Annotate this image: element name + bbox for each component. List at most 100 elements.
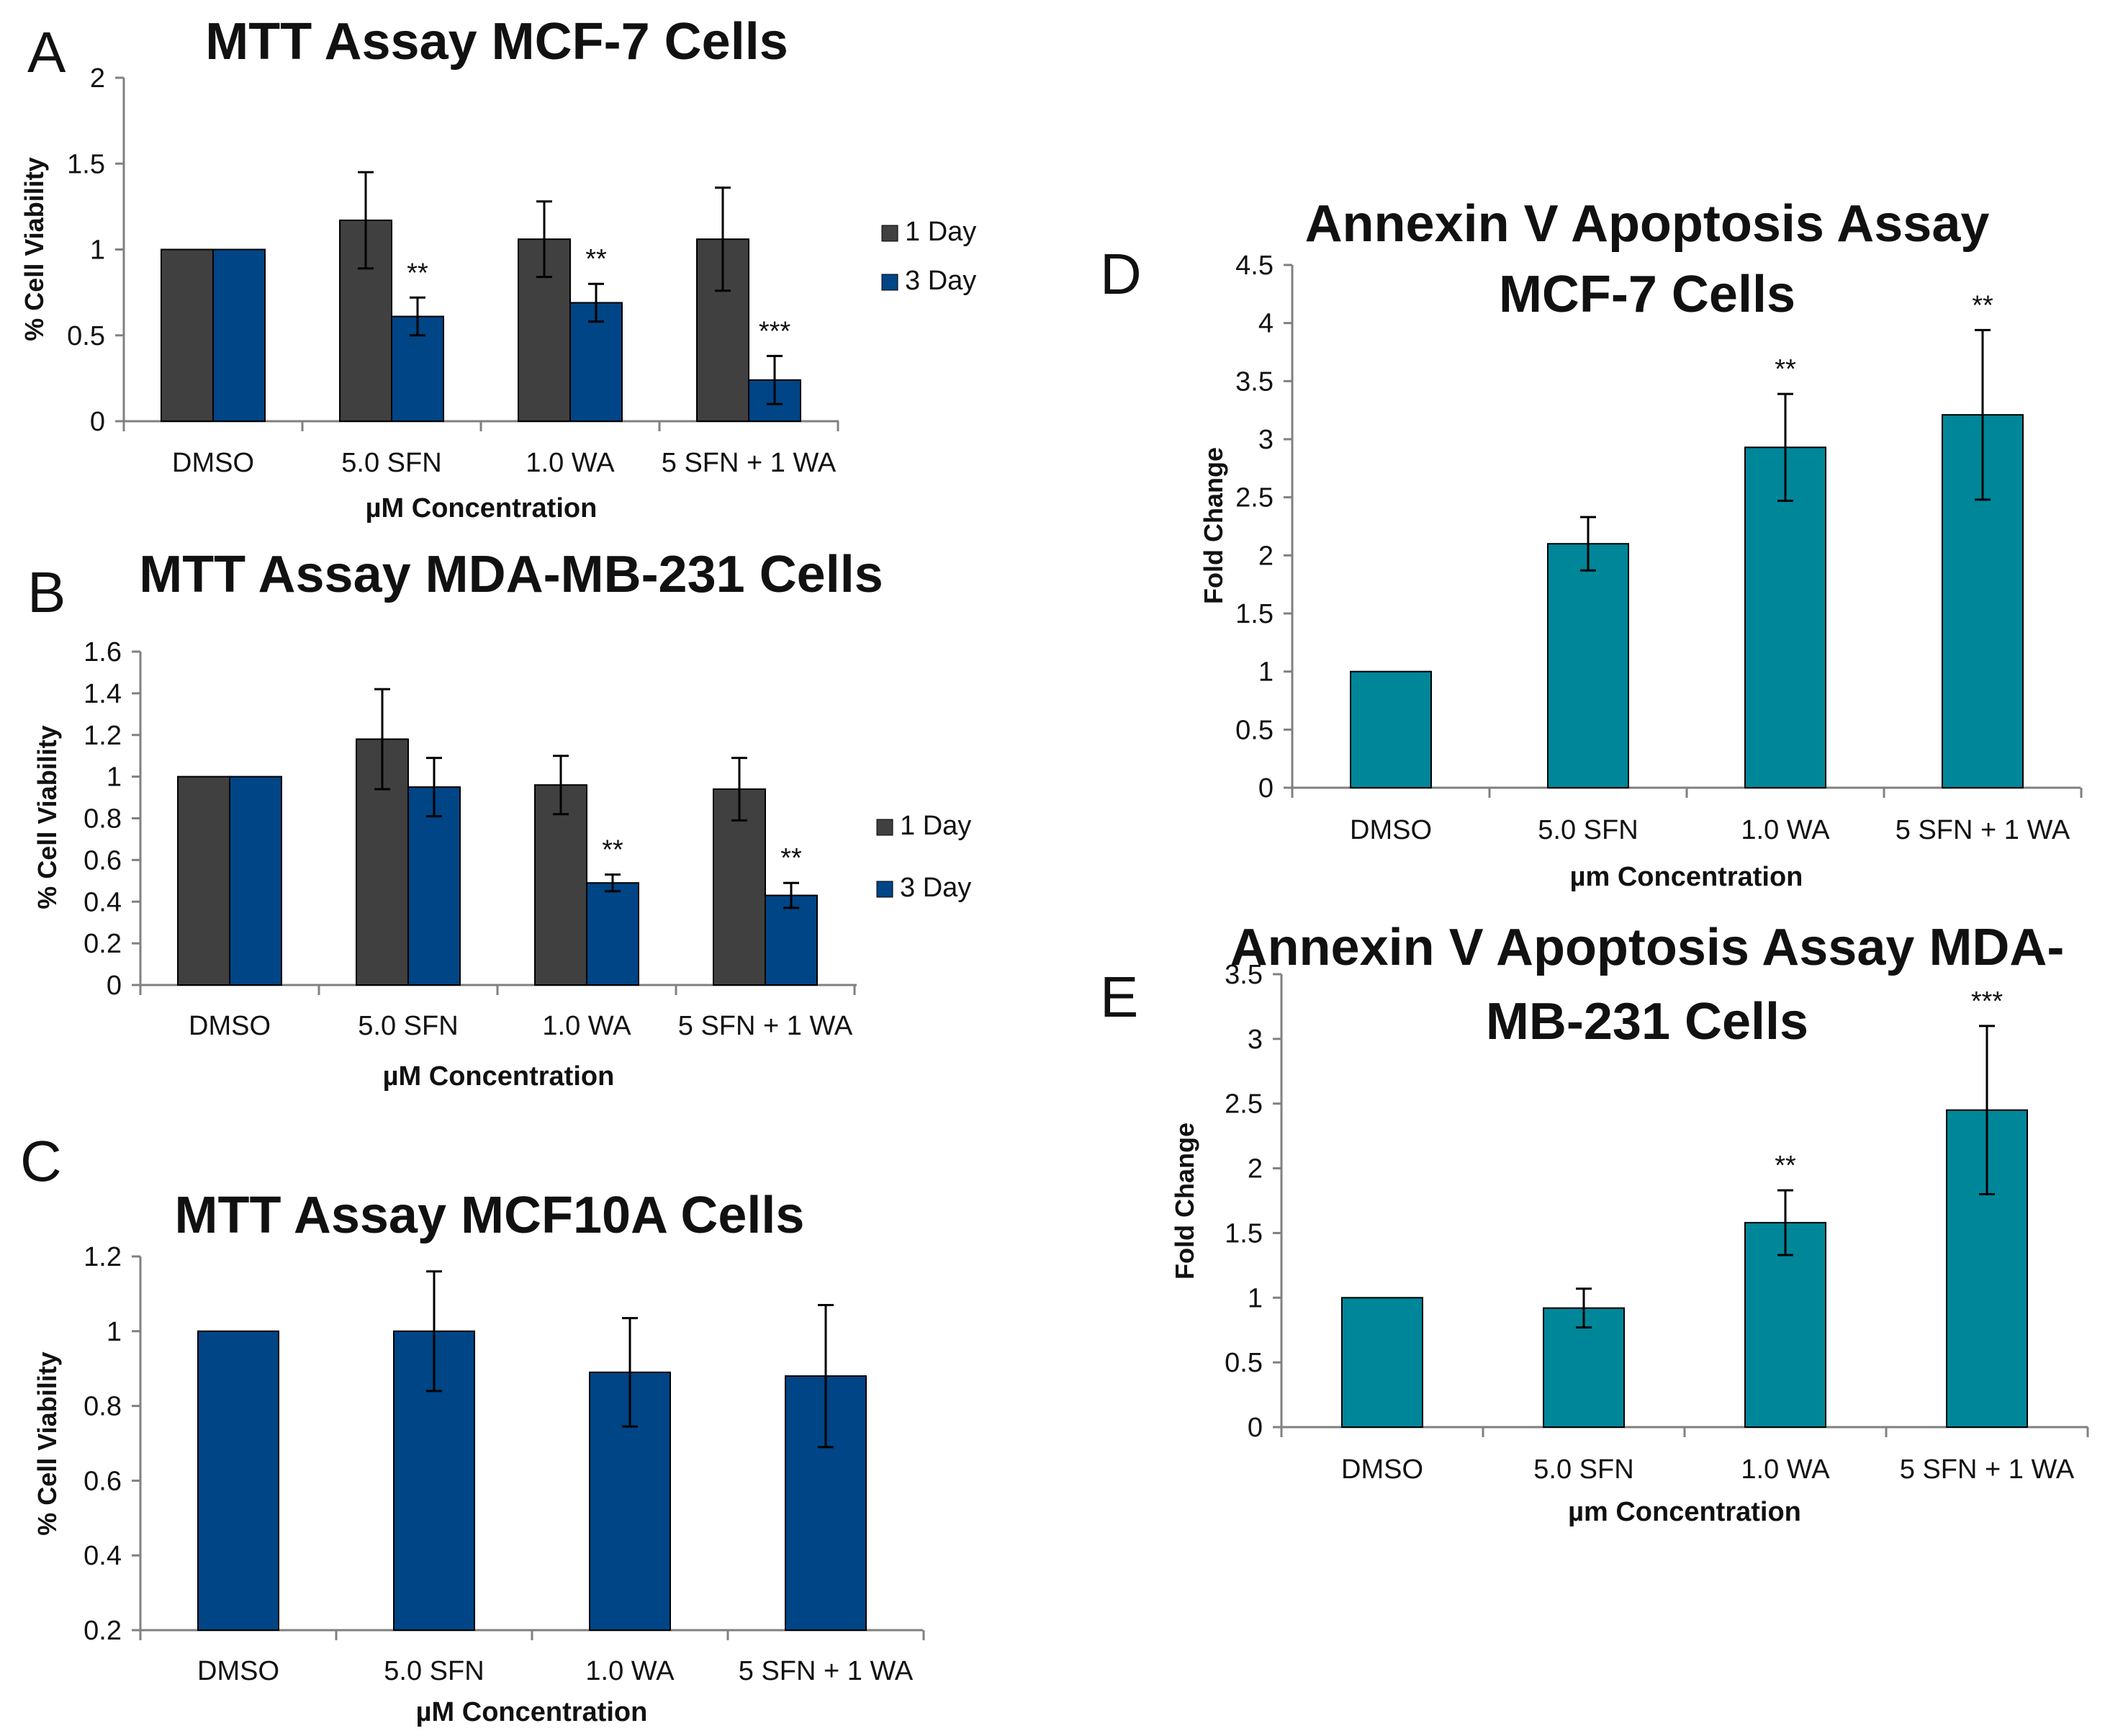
- x-tick-label: 5 SFN + 1 WA: [1896, 815, 2070, 845]
- bar: [1350, 670, 1432, 789]
- y-tick-label: 0.2: [84, 1616, 122, 1646]
- y-tick-label: 0: [107, 971, 122, 1001]
- y-tick-label: 0.8: [84, 1392, 122, 1422]
- y-tick-label: 0.4: [84, 1541, 122, 1571]
- x-tick-label: DMSO: [197, 1656, 279, 1686]
- legend-label: 3 Day: [900, 873, 971, 903]
- y-tick-label: 3: [1248, 1025, 1263, 1055]
- x-axis-label: µM Concentration: [383, 1061, 615, 1092]
- legend-label: 1 Day: [905, 217, 976, 247]
- chart-title: MTT Assay MDA-MB-231 Cells: [139, 546, 883, 603]
- bar: [212, 248, 266, 422]
- legend-swatch: [876, 881, 893, 898]
- y-tick-label: 1: [1248, 1283, 1263, 1313]
- y-tick-label: 1.2: [84, 1242, 122, 1272]
- y-axis-label: % Cell Viability: [32, 1352, 62, 1535]
- x-tick-label: 1.0 WA: [526, 448, 615, 478]
- y-tick-label: 0.8: [84, 804, 122, 835]
- y-tick-label: 1.4: [84, 679, 122, 709]
- y-tick-label: 0.5: [1235, 715, 1274, 745]
- x-tick-label: 5 SFN + 1 WA: [662, 448, 837, 478]
- bar: [1744, 1222, 1826, 1428]
- significance-marker: **: [780, 843, 802, 873]
- x-tick-label: 1.0 WA: [1741, 1454, 1830, 1485]
- y-tick-label: 3.5: [1225, 960, 1263, 990]
- y-tick-label: 0.4: [84, 887, 122, 917]
- x-tick-label: DMSO: [1350, 815, 1432, 845]
- legend-label: 3 Day: [905, 266, 976, 296]
- x-tick-label: 5.0 SFN: [1533, 1454, 1633, 1485]
- bar: [177, 775, 230, 986]
- bar: [713, 788, 766, 986]
- panel-letter: D: [1100, 242, 1142, 306]
- x-tick-label: 5 SFN + 1 WA: [739, 1656, 914, 1686]
- x-axis-label: µM Concentration: [366, 493, 598, 523]
- panel-c: C MTT Assay MCF10A Cells 0.2 0.4 0.6 0.8 1 1.2 D…: [20, 1129, 925, 1727]
- x-tick-label: DMSO: [172, 448, 254, 478]
- significance-marker: **: [407, 258, 428, 288]
- legend: 1 Day 3 Day: [881, 217, 976, 296]
- legend-swatch: [881, 274, 898, 291]
- y-tick-label: 0: [1248, 1413, 1263, 1443]
- y-tick-label: 1: [107, 763, 122, 793]
- x-tick-label: 1.0 WA: [542, 1011, 631, 1041]
- x-tick-label: 5 SFN + 1 WA: [1900, 1454, 2075, 1485]
- y-tick-label: 2: [1258, 541, 1274, 571]
- bar: [765, 894, 818, 986]
- chart-title: MB-231 Cells: [1486, 993, 1808, 1051]
- x-tick-label: 1.0 WA: [1741, 815, 1830, 845]
- y-tick-label: 2.5: [1225, 1089, 1263, 1120]
- y-tick-label: 4: [1258, 309, 1274, 339]
- x-tick-label: DMSO: [1341, 1454, 1423, 1485]
- bar: [197, 1330, 279, 1632]
- y-axis-label: % Cell Viability: [19, 157, 49, 341]
- y-tick-label: 1.2: [84, 721, 122, 751]
- chart-title: MTT Assay MCF10A Cells: [175, 1187, 805, 1244]
- panel-letter: A: [27, 20, 66, 84]
- y-axis-label: Fold Change: [1199, 447, 1228, 604]
- y-tick-label: 2: [90, 63, 105, 94]
- significance-marker: **: [1775, 354, 1796, 384]
- panel-letter: E: [1100, 965, 1138, 1029]
- bar: [534, 784, 587, 986]
- bar: [586, 882, 639, 986]
- y-axis-label: % Cell Viability: [32, 725, 62, 909]
- x-tick-label: DMSO: [189, 1011, 271, 1041]
- panel-d: D Annexin V Apoptosis Assay MCF-7 Cells 0 0.…: [1100, 195, 2083, 892]
- y-tick-label: 2.5: [1235, 483, 1274, 513]
- significance-marker: ***: [1971, 986, 2003, 1017]
- y-tick-label: 3: [1258, 425, 1274, 455]
- panel-letter: B: [27, 560, 66, 624]
- bar: [407, 786, 461, 986]
- panel-b: B MTT Assay MDA-MB-231 Cells 0 0.2 0.4 0.6 0.8…: [27, 546, 971, 1092]
- significance-marker: **: [1775, 1151, 1796, 1181]
- chart-title: Annexin V Apoptosis Assay MDA-: [1230, 919, 2065, 976]
- y-tick-label: 0: [1258, 773, 1274, 804]
- y-tick-label: 0.2: [84, 929, 122, 959]
- x-tick-label: 5.0 SFN: [358, 1011, 458, 1041]
- significance-marker: ***: [759, 316, 791, 346]
- x-tick-label: 1.0 WA: [585, 1656, 675, 1686]
- x-tick-label: 5.0 SFN: [384, 1656, 484, 1686]
- y-tick-label: 3.5: [1235, 366, 1274, 397]
- chart-title: MCF-7 Cells: [1499, 266, 1795, 323]
- x-axis-label: µm Concentration: [1570, 862, 1803, 892]
- bar: [1341, 1297, 1423, 1429]
- bar: [1744, 446, 1826, 788]
- significance-marker: **: [1972, 290, 1993, 320]
- y-tick-label: 0.6: [84, 1466, 122, 1496]
- legend-label: 1 Day: [900, 811, 971, 841]
- panel-letter: C: [20, 1129, 62, 1193]
- chart-title: MTT Assay MCF-7 Cells: [205, 13, 788, 71]
- y-tick-label: 1: [1258, 657, 1274, 688]
- panel-e: E Annexin V Apoptosis Assay MDA- MB-231 Ce…: [1100, 919, 2089, 1527]
- x-tick-label: 5.0 SFN: [341, 448, 441, 478]
- y-tick-label: 1: [107, 1317, 122, 1347]
- y-tick-label: 0.5: [1225, 1348, 1263, 1378]
- significance-marker: **: [602, 835, 623, 865]
- legend-swatch: [876, 819, 893, 836]
- y-tick-label: 1.5: [67, 149, 105, 179]
- y-tick-label: 2: [1248, 1154, 1263, 1184]
- panel-a: A MTT Assay MCF-7 Cells 0 0.5 1 1.5 2 DMSO 5.0 S…: [19, 13, 976, 523]
